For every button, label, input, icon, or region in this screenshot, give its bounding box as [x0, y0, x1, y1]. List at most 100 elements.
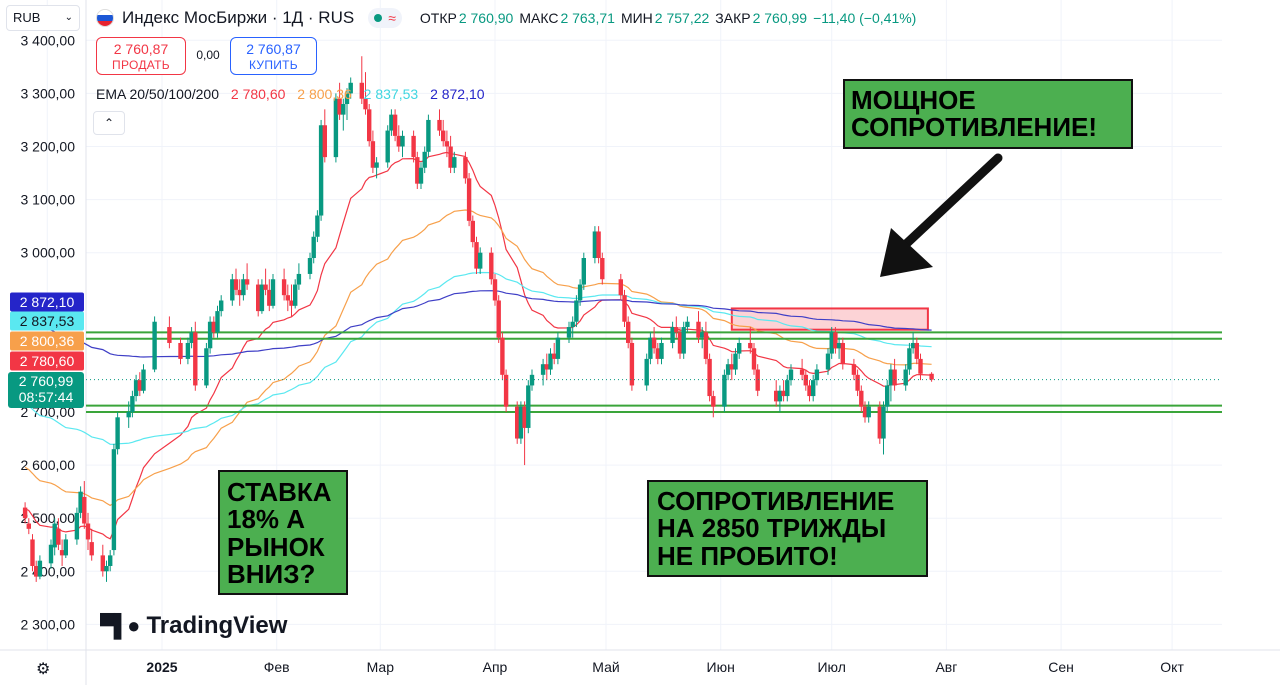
annotation-rate[interactable]: СТАВКА 18% А РЫНОК ВНИЗ?: [218, 470, 348, 595]
candle-body[interactable]: [189, 332, 194, 343]
last-price-tag-bg[interactable]: [8, 372, 84, 408]
candle-body[interactable]: [74, 512, 80, 540]
candle-body[interactable]: [622, 295, 627, 322]
candle-body[interactable]: [418, 167, 424, 184]
candle-body[interactable]: [211, 321, 216, 333]
candle-body[interactable]: [333, 98, 339, 158]
candle-body[interactable]: [56, 528, 61, 545]
candle-body[interactable]: [315, 215, 320, 237]
candle-body[interactable]: [52, 523, 57, 548]
candle-body[interactable]: [836, 342, 842, 349]
candle-body[interactable]: [851, 364, 857, 375]
ema100-line[interactable]: [24, 271, 932, 446]
candle-body[interactable]: [111, 449, 117, 551]
candle-body[interactable]: [544, 364, 549, 370]
candle-body[interactable]: [289, 300, 294, 306]
candle-body[interactable]: [574, 300, 579, 322]
candle-body[interactable]: [26, 523, 31, 529]
candle-body[interactable]: [929, 373, 934, 380]
candle-body[interactable]: [577, 284, 583, 301]
candle-body[interactable]: [503, 374, 509, 407]
candle-body[interactable]: [659, 342, 664, 359]
candle-body[interactable]: [104, 565, 109, 572]
candle-body[interactable]: [241, 279, 246, 296]
candle-body[interactable]: [840, 342, 845, 365]
candle-body[interactable]: [722, 374, 727, 407]
candle-body[interactable]: [618, 279, 623, 296]
candle-body[interactable]: [85, 523, 91, 540]
candle-body[interactable]: [89, 542, 94, 556]
candle-body[interactable]: [751, 348, 757, 370]
candle-body[interactable]: [729, 364, 734, 370]
candle-body[interactable]: [37, 560, 43, 577]
candle-body[interactable]: [651, 337, 657, 349]
candle-body[interactable]: [307, 258, 313, 274]
candle-body[interactable]: [685, 321, 690, 328]
annotation-resistance-2850[interactable]: СОПРОТИВЛЕНИЕ НА 2850 ТРИЖДЫ НЕ ПРОБИТО!: [647, 480, 928, 577]
market-status-pill[interactable]: ≈: [368, 8, 402, 28]
candle-body[interactable]: [548, 353, 553, 370]
candle-body[interactable]: [881, 406, 886, 439]
candle-body[interactable]: [374, 162, 379, 168]
candle-body[interactable]: [474, 242, 479, 269]
candle-body[interactable]: [807, 385, 812, 397]
candle-body[interactable]: [230, 279, 235, 301]
currency-selector[interactable]: RUB ⌄: [6, 5, 80, 31]
candle-body[interactable]: [422, 151, 427, 168]
candle-body[interactable]: [877, 406, 882, 439]
candle-body[interactable]: [674, 327, 679, 333]
candle-body[interactable]: [711, 396, 716, 407]
candle-body[interactable]: [78, 491, 83, 513]
candle-body[interactable]: [141, 369, 146, 391]
candle-body[interactable]: [677, 332, 683, 354]
candle-body[interactable]: [167, 327, 172, 343]
candle-body[interactable]: [48, 544, 54, 564]
candle-body[interactable]: [63, 539, 68, 556]
candle-body[interactable]: [341, 104, 346, 115]
candle-body[interactable]: [600, 258, 605, 280]
candle-body[interactable]: [774, 390, 779, 402]
candle-body[interactable]: [426, 119, 431, 152]
candle-body[interactable]: [489, 252, 494, 280]
candle-body[interactable]: [829, 332, 834, 354]
candle-body[interactable]: [259, 284, 265, 312]
candle-body[interactable]: [592, 231, 598, 259]
candle-body[interactable]: [285, 295, 290, 301]
candle-body[interactable]: [270, 279, 276, 306]
candle-body[interactable]: [293, 284, 298, 306]
candle-body[interactable]: [415, 157, 420, 184]
candle-body[interactable]: [644, 358, 649, 386]
candle-body[interactable]: [470, 220, 475, 243]
candle-body[interactable]: [799, 369, 805, 375]
candle-body[interactable]: [30, 539, 35, 566]
candle-body[interactable]: [903, 369, 908, 386]
candle-body[interactable]: [22, 507, 28, 519]
candle-body[interactable]: [529, 374, 535, 386]
candle-body[interactable]: [526, 385, 531, 428]
candle-body[interactable]: [337, 98, 342, 115]
candle-body[interactable]: [126, 412, 131, 418]
candle-body[interactable]: [367, 109, 372, 142]
candle-body[interactable]: [696, 321, 701, 338]
candle-body[interactable]: [100, 555, 105, 572]
ema20-line[interactable]: [24, 151, 932, 540]
candle-body[interactable]: [918, 358, 923, 374]
candle-body[interactable]: [555, 337, 561, 359]
candle-body[interactable]: [392, 114, 398, 136]
candle-body[interactable]: [814, 369, 820, 381]
candle-body[interactable]: [570, 321, 575, 328]
candle-body[interactable]: [707, 358, 712, 397]
candle-body[interactable]: [133, 380, 139, 397]
candle-body[interactable]: [648, 337, 653, 359]
candle-body[interactable]: [907, 348, 912, 370]
candle-body[interactable]: [785, 380, 790, 397]
candle-body[interactable]: [566, 327, 572, 338]
candle-body[interactable]: [82, 496, 87, 524]
candle-body[interactable]: [34, 565, 39, 577]
candle-body[interactable]: [725, 364, 731, 375]
candle-body[interactable]: [522, 406, 527, 428]
resistance-zone-rect[interactable]: [730, 307, 929, 331]
tradingview-logo[interactable]: ▀▌● TradingView: [100, 612, 287, 640]
candle-body[interactable]: [108, 555, 113, 566]
